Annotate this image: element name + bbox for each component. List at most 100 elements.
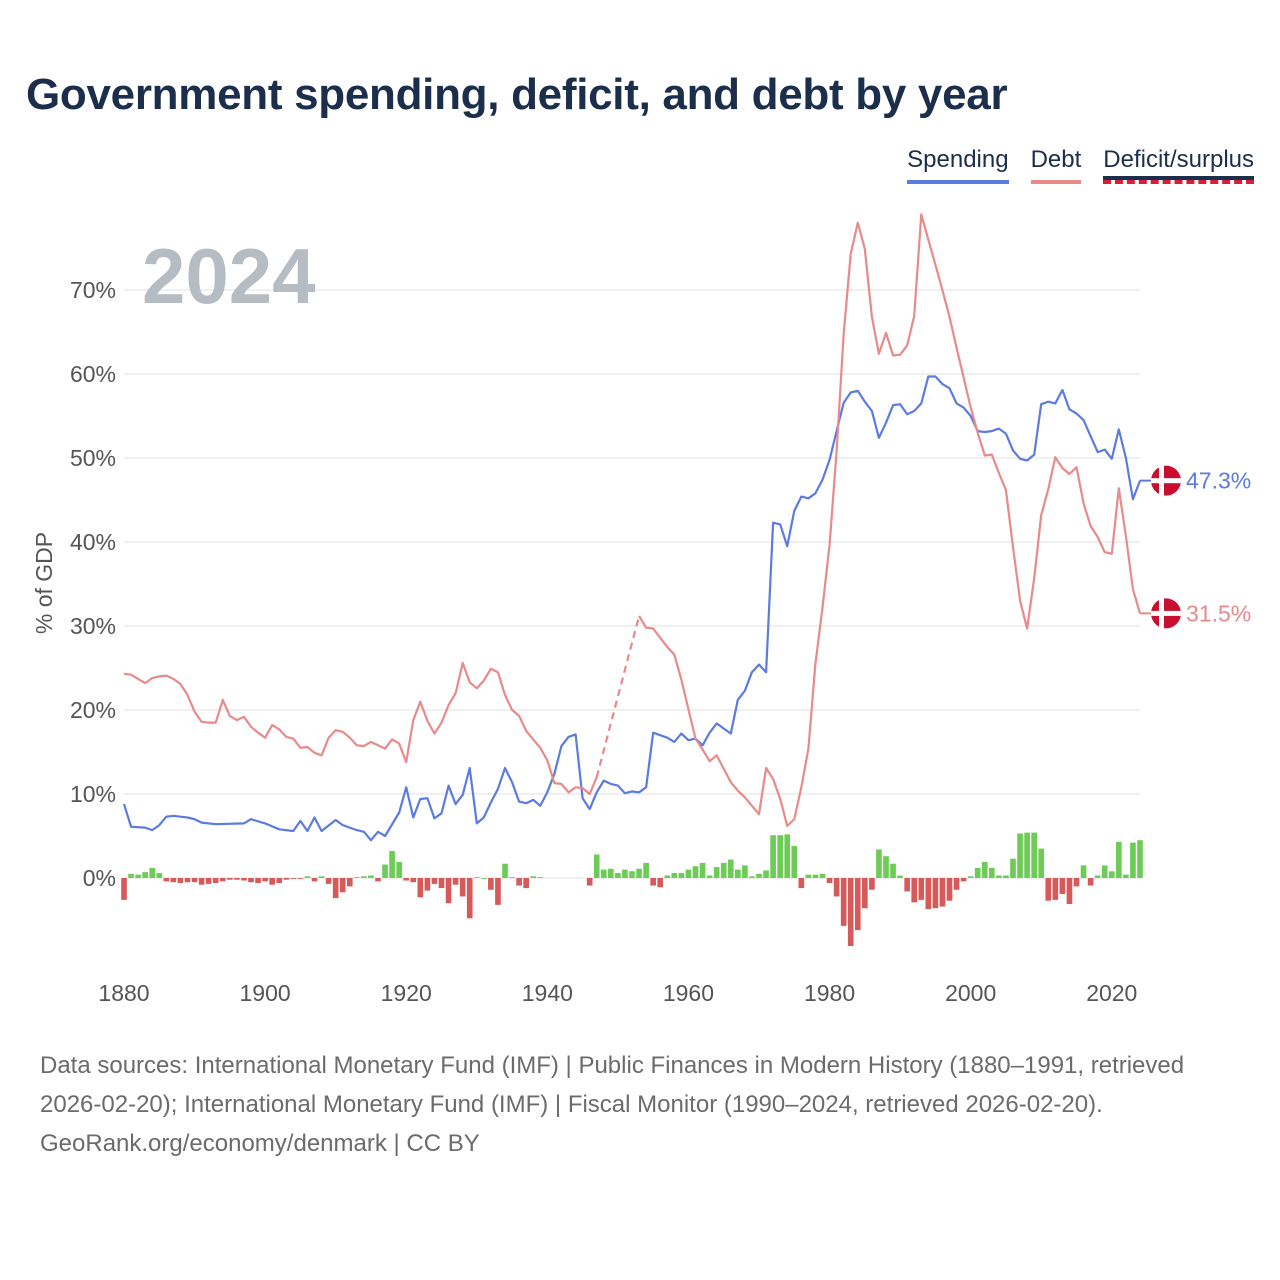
deficit-bar	[290, 878, 297, 879]
deficit-bar	[445, 878, 452, 904]
deficit-bar	[325, 878, 332, 884]
deficit-bar	[1052, 878, 1059, 900]
deficit-bar	[833, 878, 840, 897]
legend: Spending Debt Deficit/surplus	[907, 146, 1254, 184]
deficit-bar	[452, 878, 459, 885]
deficit-bar	[375, 878, 381, 882]
flag-cross-horizontal	[1151, 478, 1181, 484]
y-tick-label: 60%	[70, 361, 116, 387]
deficit-bar	[939, 878, 946, 907]
deficit-bar	[1059, 878, 1066, 894]
surplus-bar	[720, 862, 727, 878]
deficit-bar	[269, 878, 275, 885]
deficit-bar	[283, 878, 290, 880]
y-tick-label: 30%	[70, 613, 116, 639]
surplus-bar	[749, 876, 755, 878]
surplus-bar	[756, 873, 762, 878]
surplus-bar	[530, 876, 537, 878]
deficit-bar	[586, 878, 593, 886]
surplus-bar	[509, 877, 515, 878]
deficit-bar	[262, 878, 268, 882]
deficit-bar	[184, 878, 191, 883]
surplus-bar	[643, 862, 649, 878]
deficit-bar	[417, 878, 424, 898]
surplus-bar	[135, 874, 141, 878]
surplus-bar	[1038, 848, 1045, 878]
footer: Data sources: International Monetary Fun…	[40, 1046, 1240, 1163]
deficit-bar	[248, 878, 254, 883]
deficit-bar	[191, 878, 198, 883]
deficit-bar	[840, 878, 847, 926]
deficit-bar	[163, 878, 170, 882]
deficit-bar	[488, 878, 494, 890]
surplus-bar	[735, 869, 741, 878]
surplus-bar	[1123, 874, 1129, 878]
surplus-bar	[1003, 875, 1009, 878]
deficit-bar	[854, 878, 861, 931]
data-sources: Data sources: International Monetary Fun…	[40, 1052, 1185, 1118]
surplus-bar	[149, 867, 156, 878]
x-tick-label: 1960	[663, 980, 714, 1006]
spending-end-label: 47.3%	[1186, 468, 1251, 494]
deficit-bar	[198, 878, 205, 885]
surplus-bar	[996, 875, 1002, 878]
surplus-bar	[389, 851, 395, 878]
chart-title: Government spending, deficit, and debt b…	[26, 70, 1008, 119]
deficit-bar	[234, 878, 240, 880]
legend-spending[interactable]: Spending	[907, 146, 1009, 184]
deficit-bar	[459, 878, 466, 897]
surplus-bar	[989, 867, 995, 878]
legend-debt[interactable]: Debt	[1030, 146, 1082, 184]
surplus-bar	[699, 862, 706, 878]
surplus-bar	[671, 872, 678, 878]
deficit-bar	[862, 878, 868, 909]
deficit-bar	[847, 878, 854, 947]
surplus-bar	[1031, 832, 1037, 878]
surplus-bar	[664, 875, 671, 878]
deficit-bar	[346, 878, 353, 887]
y-axis-title: % of GDP	[31, 532, 57, 634]
surplus-bar	[1130, 842, 1136, 878]
surplus-bar	[791, 846, 798, 878]
y-tick-label: 20%	[70, 697, 116, 723]
surplus-bar	[784, 834, 791, 878]
surplus-bar	[502, 863, 508, 878]
legend-deficit-surplus[interactable]: Deficit/surplus	[1103, 146, 1254, 184]
surplus-bar	[1101, 865, 1108, 878]
surplus-bar	[481, 878, 487, 879]
surplus-bar	[876, 849, 882, 878]
surplus-bar	[805, 874, 812, 878]
deficit-bar	[170, 878, 177, 883]
surplus-bar	[967, 876, 974, 878]
deficit-bar	[227, 878, 233, 880]
y-tick-label: 40%	[70, 529, 116, 555]
surplus-bar	[608, 868, 614, 878]
deficit-bar	[241, 878, 247, 881]
surplus-bar	[318, 876, 325, 878]
deficit-bar	[212, 878, 219, 884]
surplus-bar	[142, 872, 148, 878]
surplus-bar	[361, 876, 367, 878]
spending-line	[122, 375, 1142, 842]
deficit-bar	[657, 878, 664, 888]
surplus-bar	[890, 863, 896, 878]
surplus-bar	[897, 875, 903, 878]
surplus-bar	[473, 877, 480, 878]
x-tick-label: 1900	[240, 980, 291, 1006]
deficit-bar	[918, 878, 925, 900]
surplus-bar	[304, 876, 311, 878]
deficit-bar	[219, 878, 226, 882]
deficit-bar	[311, 878, 318, 882]
end-markers: 47.3% 31.5%	[1151, 465, 1251, 629]
surplus-bar	[156, 872, 163, 878]
deficit-surplus-bars	[121, 832, 1143, 947]
deficit-bar	[523, 878, 529, 889]
surplus-bar	[812, 874, 819, 878]
denmark-flag-icon	[1151, 598, 1181, 629]
flag-cross-vertical	[1159, 465, 1164, 496]
surplus-bar	[629, 871, 635, 878]
x-tick-label: 1920	[381, 980, 432, 1006]
x-tick-label: 1980	[804, 980, 855, 1006]
deficit-bar	[255, 878, 261, 884]
deficit-bar	[332, 878, 339, 899]
